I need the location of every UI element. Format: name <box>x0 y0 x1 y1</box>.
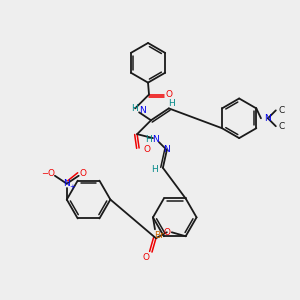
Text: +: + <box>69 184 75 190</box>
Text: O: O <box>143 146 151 154</box>
Text: O: O <box>165 90 172 99</box>
Text: H: H <box>168 99 175 108</box>
Text: N: N <box>264 114 271 123</box>
Text: N: N <box>63 179 70 188</box>
Text: H: H <box>152 165 158 174</box>
Text: Br: Br <box>154 231 164 240</box>
Text: N: N <box>164 146 170 154</box>
Text: H: H <box>131 104 137 113</box>
Text: O: O <box>142 253 149 262</box>
Text: −: − <box>41 169 49 178</box>
Text: H: H <box>145 135 152 144</box>
Text: N: N <box>139 106 145 115</box>
Text: C: C <box>279 106 285 115</box>
Text: O: O <box>47 169 54 178</box>
Text: O: O <box>79 169 86 178</box>
Text: N: N <box>153 135 159 144</box>
Text: O: O <box>163 228 170 237</box>
Text: C: C <box>279 122 285 131</box>
